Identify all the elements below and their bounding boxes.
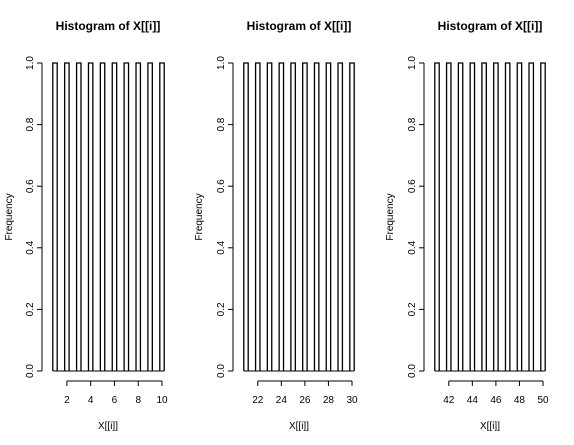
y-tick-label: 0.2 [216, 302, 227, 316]
y-tick-label: 0.8 [216, 117, 227, 131]
y-axis-label: Frequency [4, 193, 15, 240]
histogram-bar [243, 62, 249, 371]
histogram-bar [147, 62, 153, 371]
histogram-bar [111, 62, 118, 371]
histogram-bar [528, 62, 535, 371]
histogram-bar [99, 62, 106, 371]
histogram-bar [75, 62, 82, 371]
histogram-bar [123, 62, 130, 371]
histogram-bar [135, 62, 142, 371]
histogram-bar [457, 62, 464, 371]
histogram-panel-2: Histogram of X[[i]] 0.0 0.2 0.4 0.6 0.8 1.0 Fre… [194, 19, 358, 432]
histogram-bar [52, 62, 58, 371]
x-tick-label: 48 [514, 395, 526, 406]
histogram-bar [504, 62, 511, 371]
x-axis-label: X[[i]] [289, 421, 309, 432]
histogram-bar [278, 62, 285, 371]
x-tick-label: 26 [299, 395, 311, 406]
y-tick-label: 0.4 [216, 240, 227, 254]
y-axis-label: Frequency [194, 193, 205, 240]
histogram-bar [302, 62, 308, 371]
y-tick-label: 0.2 [407, 302, 418, 316]
histogram-bar [481, 62, 487, 371]
histogram-bar [266, 62, 273, 371]
histogram-bar [469, 62, 476, 371]
x-axis-label: X[[i]] [480, 421, 500, 432]
x-tick-label: 6 [112, 395, 118, 406]
y-tick-label: 0.6 [407, 179, 418, 193]
x-axis-label: X[[i]] [98, 421, 118, 432]
histogram-bar [325, 62, 332, 371]
histogram-bar [254, 62, 261, 371]
y-tick-label: 1.0 [407, 56, 418, 70]
histogram-bar [337, 62, 344, 371]
y-tick-label: 0.0 [407, 364, 418, 378]
y-axis-label: Frequency [385, 193, 396, 240]
histogram-bar [434, 62, 440, 371]
y-tick-label: 0.4 [25, 240, 36, 254]
y-tick-label: 1.0 [216, 56, 227, 70]
x-tick-label: 44 [467, 395, 479, 406]
histogram-bar [313, 62, 320, 371]
histogram-panel-1: Histogram of X[[i]] 0.0 0.2 0.4 0.6 0.8 1.0 Fre… [4, 19, 168, 432]
x-tick-label: 22 [252, 395, 264, 406]
chart-title: Histogram of X[[i]] [438, 19, 543, 33]
y-tick-label: 1.0 [25, 56, 36, 70]
histogram-bar [516, 62, 523, 371]
y-tick-label: 0.8 [25, 117, 36, 131]
y-tick-label: 0.8 [407, 117, 418, 131]
x-tick-label: 50 [537, 395, 549, 406]
y-tick-label: 0.0 [216, 364, 227, 378]
x-tick-label: 42 [443, 395, 455, 406]
histogram-bar [349, 62, 355, 371]
chart-title: Histogram of X[[i]] [247, 19, 352, 33]
histogram-bar [540, 62, 546, 371]
y-tick-label: 0.6 [25, 179, 36, 193]
histogram-bar [64, 62, 70, 371]
x-tick-label: 46 [490, 395, 502, 406]
x-tick-label: 4 [88, 395, 94, 406]
histogram-bar [493, 62, 499, 371]
x-tick-label: 30 [346, 395, 358, 406]
chart-title: Histogram of X[[i]] [56, 19, 161, 33]
y-tick-label: 0.4 [407, 240, 418, 254]
y-tick-label: 0.0 [25, 364, 36, 378]
y-tick-label: 0.6 [216, 179, 227, 193]
x-tick-label: 24 [276, 395, 288, 406]
histogram-panel-3: Histogram of X[[i]] 0.0 0.2 0.4 0.6 0.8 1.0 Fre… [385, 19, 549, 432]
x-tick-label: 10 [156, 395, 168, 406]
histogram-bar [445, 62, 452, 371]
x-tick-label: 2 [64, 395, 70, 406]
histogram-bar [159, 62, 165, 371]
y-tick-label: 0.2 [25, 302, 36, 316]
x-tick-label: 8 [135, 395, 141, 406]
x-tick-label: 28 [323, 395, 335, 406]
histogram-bar [290, 62, 296, 371]
histogram-bar [87, 62, 94, 371]
